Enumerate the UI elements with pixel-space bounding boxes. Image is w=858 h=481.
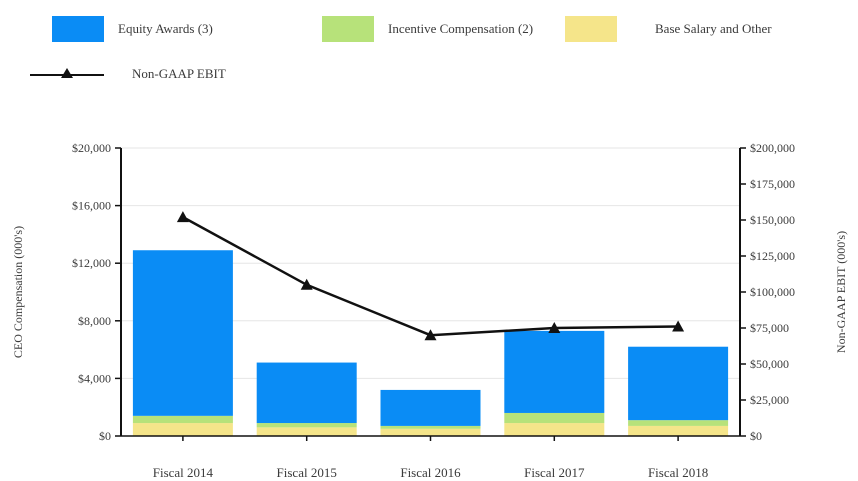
legend-label-incentive: Incentive Compensation (2): [388, 21, 534, 36]
legend-swatch-base: [565, 16, 617, 42]
x-tick-label: Fiscal 2018: [648, 465, 708, 480]
bar-segment-equity-awards-3: [628, 346, 729, 421]
legend-base: Base Salary and Other: [565, 16, 772, 42]
legend-incentive: Incentive Compensation (2): [322, 16, 533, 42]
bar-segment-incentive-compensation-2: [504, 412, 605, 424]
bar-segment-base-salary-and-other: [628, 425, 729, 436]
bar-segment-base-salary-and-other: [132, 423, 233, 436]
ebit-point-marker: [548, 322, 561, 333]
ebit-point-marker: [672, 320, 685, 332]
legend-ebit: Non-GAAP EBIT: [30, 66, 226, 82]
axes: $0 $4,000 $8,000 $12,000 $16,000 $20,000 $0 $25…: [72, 141, 795, 480]
y-axis-label-right: Non-GAAP EBIT (000's): [834, 231, 848, 353]
axis-labels: CEO Compensation (000's) Non-GAAP EBIT (…: [11, 226, 848, 358]
bar-segment-equity-awards-3: [256, 362, 357, 424]
legend-swatch-equity: [52, 16, 104, 42]
y-tick-label-right: $50,000: [750, 357, 789, 371]
legend-label-ebit: Non-GAAP EBIT: [132, 66, 226, 81]
bar-segment-equity-awards-3: [132, 250, 233, 416]
ebit-point-marker: [424, 329, 437, 341]
legend-line-marker-icon: [30, 68, 104, 78]
y-tick-label-right: $175,000: [750, 177, 795, 191]
y-tick-label-left: $4,000: [78, 371, 111, 385]
y-tick-label-right: $150,000: [750, 213, 795, 227]
legend-swatch-incentive: [322, 16, 374, 42]
y-tick-label-left: $20,000: [72, 141, 111, 155]
bar-segment-incentive-compensation-2: [628, 420, 729, 426]
bar-stacks: [132, 250, 729, 436]
legend-label-equity: Equity Awards (3): [118, 21, 213, 36]
y-tick-label-left: $16,000: [72, 199, 111, 213]
bar-segment-equity-awards-3: [504, 330, 605, 413]
ebit-line: [176, 211, 685, 341]
y-tick-label-right: $75,000: [750, 321, 789, 335]
ebit-line-path: [182, 216, 679, 337]
y-tick-label-right: $100,000: [750, 285, 795, 299]
bar-segment-incentive-compensation-2: [380, 425, 481, 429]
ebit-point-marker: [300, 278, 313, 290]
bar-segment-base-salary-and-other: [256, 427, 357, 436]
y-axis-label-left: CEO Compensation (000's): [11, 226, 25, 358]
legend-equity: Equity Awards (3): [52, 16, 213, 42]
x-tick-label: Fiscal 2014: [153, 465, 214, 480]
bar-segment-base-salary-and-other: [380, 428, 481, 436]
y-tick-label-right: $25,000: [750, 393, 789, 407]
y-tick-label-right: $0: [750, 429, 762, 443]
x-tick-label: Fiscal 2015: [277, 465, 337, 480]
ebit-point-marker: [176, 211, 189, 223]
bar-segment-incentive-compensation-2: [256, 423, 357, 428]
x-tick-label: Fiscal 2017: [524, 465, 585, 480]
x-tick-label: Fiscal 2016: [400, 465, 461, 480]
y-tick-label-right: $125,000: [750, 249, 795, 263]
bar-segment-base-salary-and-other: [504, 423, 605, 436]
y-tick-label-left: $8,000: [78, 314, 111, 328]
bar-segment-equity-awards-3: [380, 389, 481, 426]
y-tick-label-right: $200,000: [750, 141, 795, 155]
y-tick-label-left: $0: [99, 429, 111, 443]
bar-segment-incentive-compensation-2: [132, 415, 233, 424]
legend-label-base: Base Salary and Other: [655, 21, 772, 36]
y-tick-label-left: $12,000: [72, 256, 111, 270]
